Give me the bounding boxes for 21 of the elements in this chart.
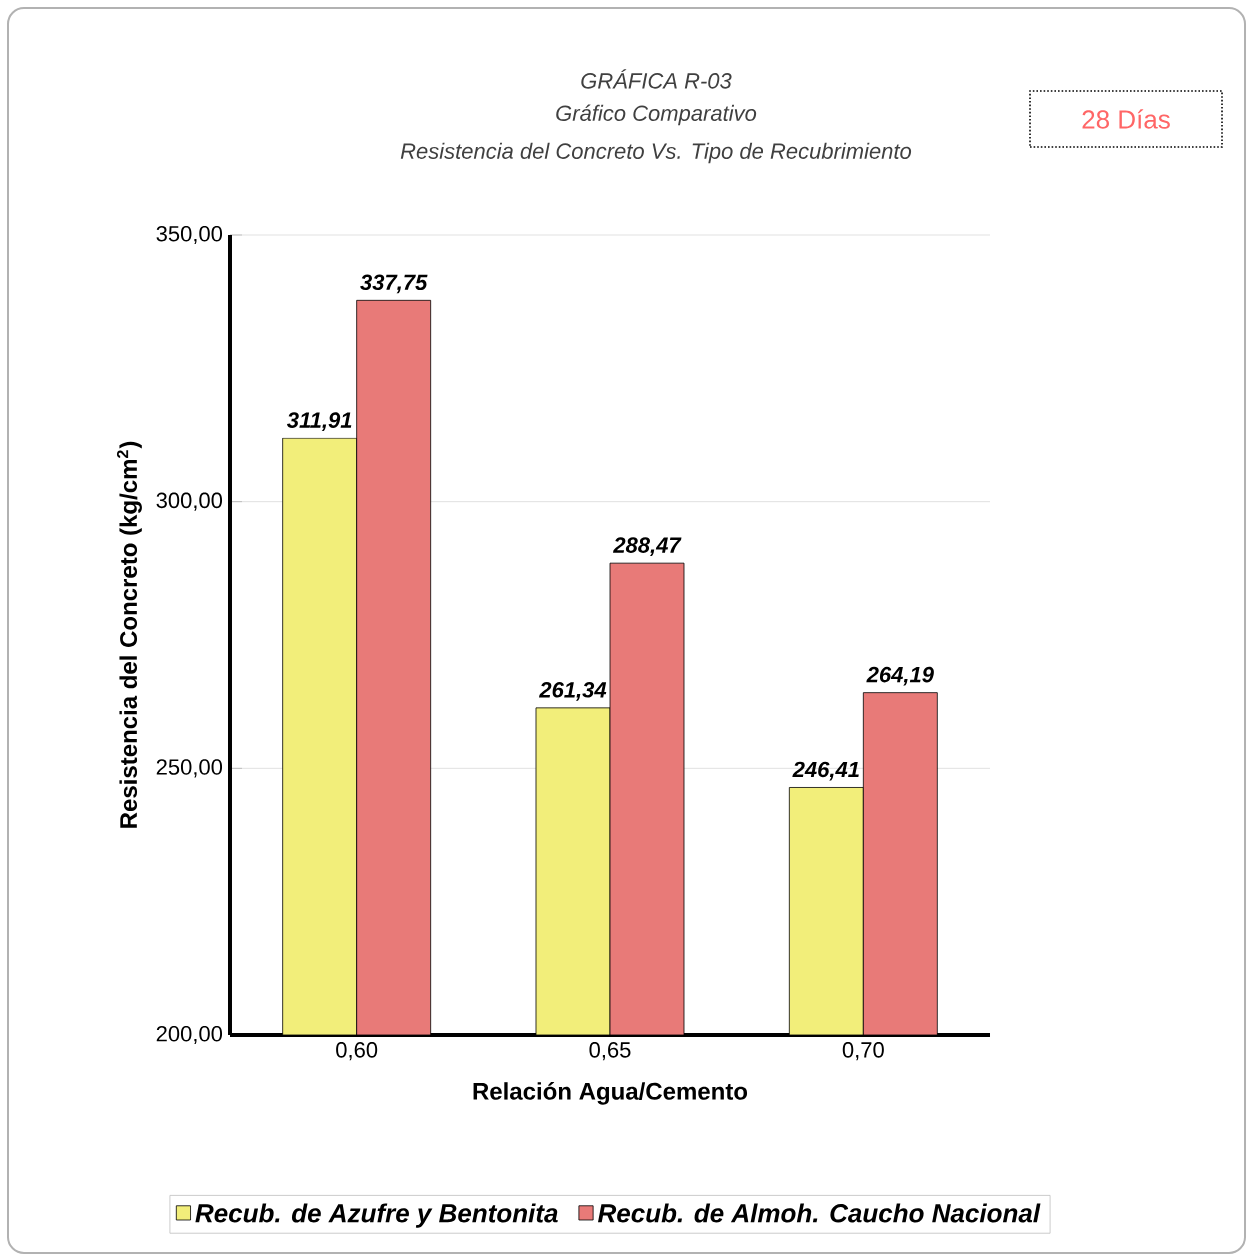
y-tick-label: 200,00	[156, 1025, 223, 1045]
text: 28 Días	[1082, 109, 1170, 129]
data-label: 246,41	[792, 761, 859, 781]
y-tick-label: 350,00	[156, 225, 223, 245]
data-label: 288,47	[613, 537, 682, 557]
chart-subtitle: Gráfico Comparativo	[556, 104, 757, 126]
y-tick-label: 250,00	[156, 759, 223, 778]
data-label: 264,19	[866, 666, 934, 686]
data-label: 261,34	[539, 682, 607, 701]
y-tick-label: 300,00	[156, 492, 223, 511]
legend-label: Recub. de Azufre y Bentonita	[195, 1203, 558, 1228]
y-axis-title: Resistencia del Concreto (kg/cm$^{2}$)	[116, 441, 142, 828]
x-tick-label: 0,60	[336, 1042, 378, 1061]
x-tick-label: 0,65	[589, 1042, 631, 1061]
x-axis-title: Relación Agua/Cemento	[473, 1081, 748, 1105]
legend-label: Recub. de Almoh. Caucho Nacional	[598, 1203, 1041, 1223]
chart-title: GRÁFICA R-03	[581, 69, 732, 89]
text: Resistencia del Concreto Vs. Tipo de Recubrimiento	[400, 142, 912, 164]
data-label: 337,75	[360, 274, 428, 294]
x-tick-label: 0,70	[842, 1042, 884, 1061]
data-label: 311,91	[287, 412, 352, 432]
